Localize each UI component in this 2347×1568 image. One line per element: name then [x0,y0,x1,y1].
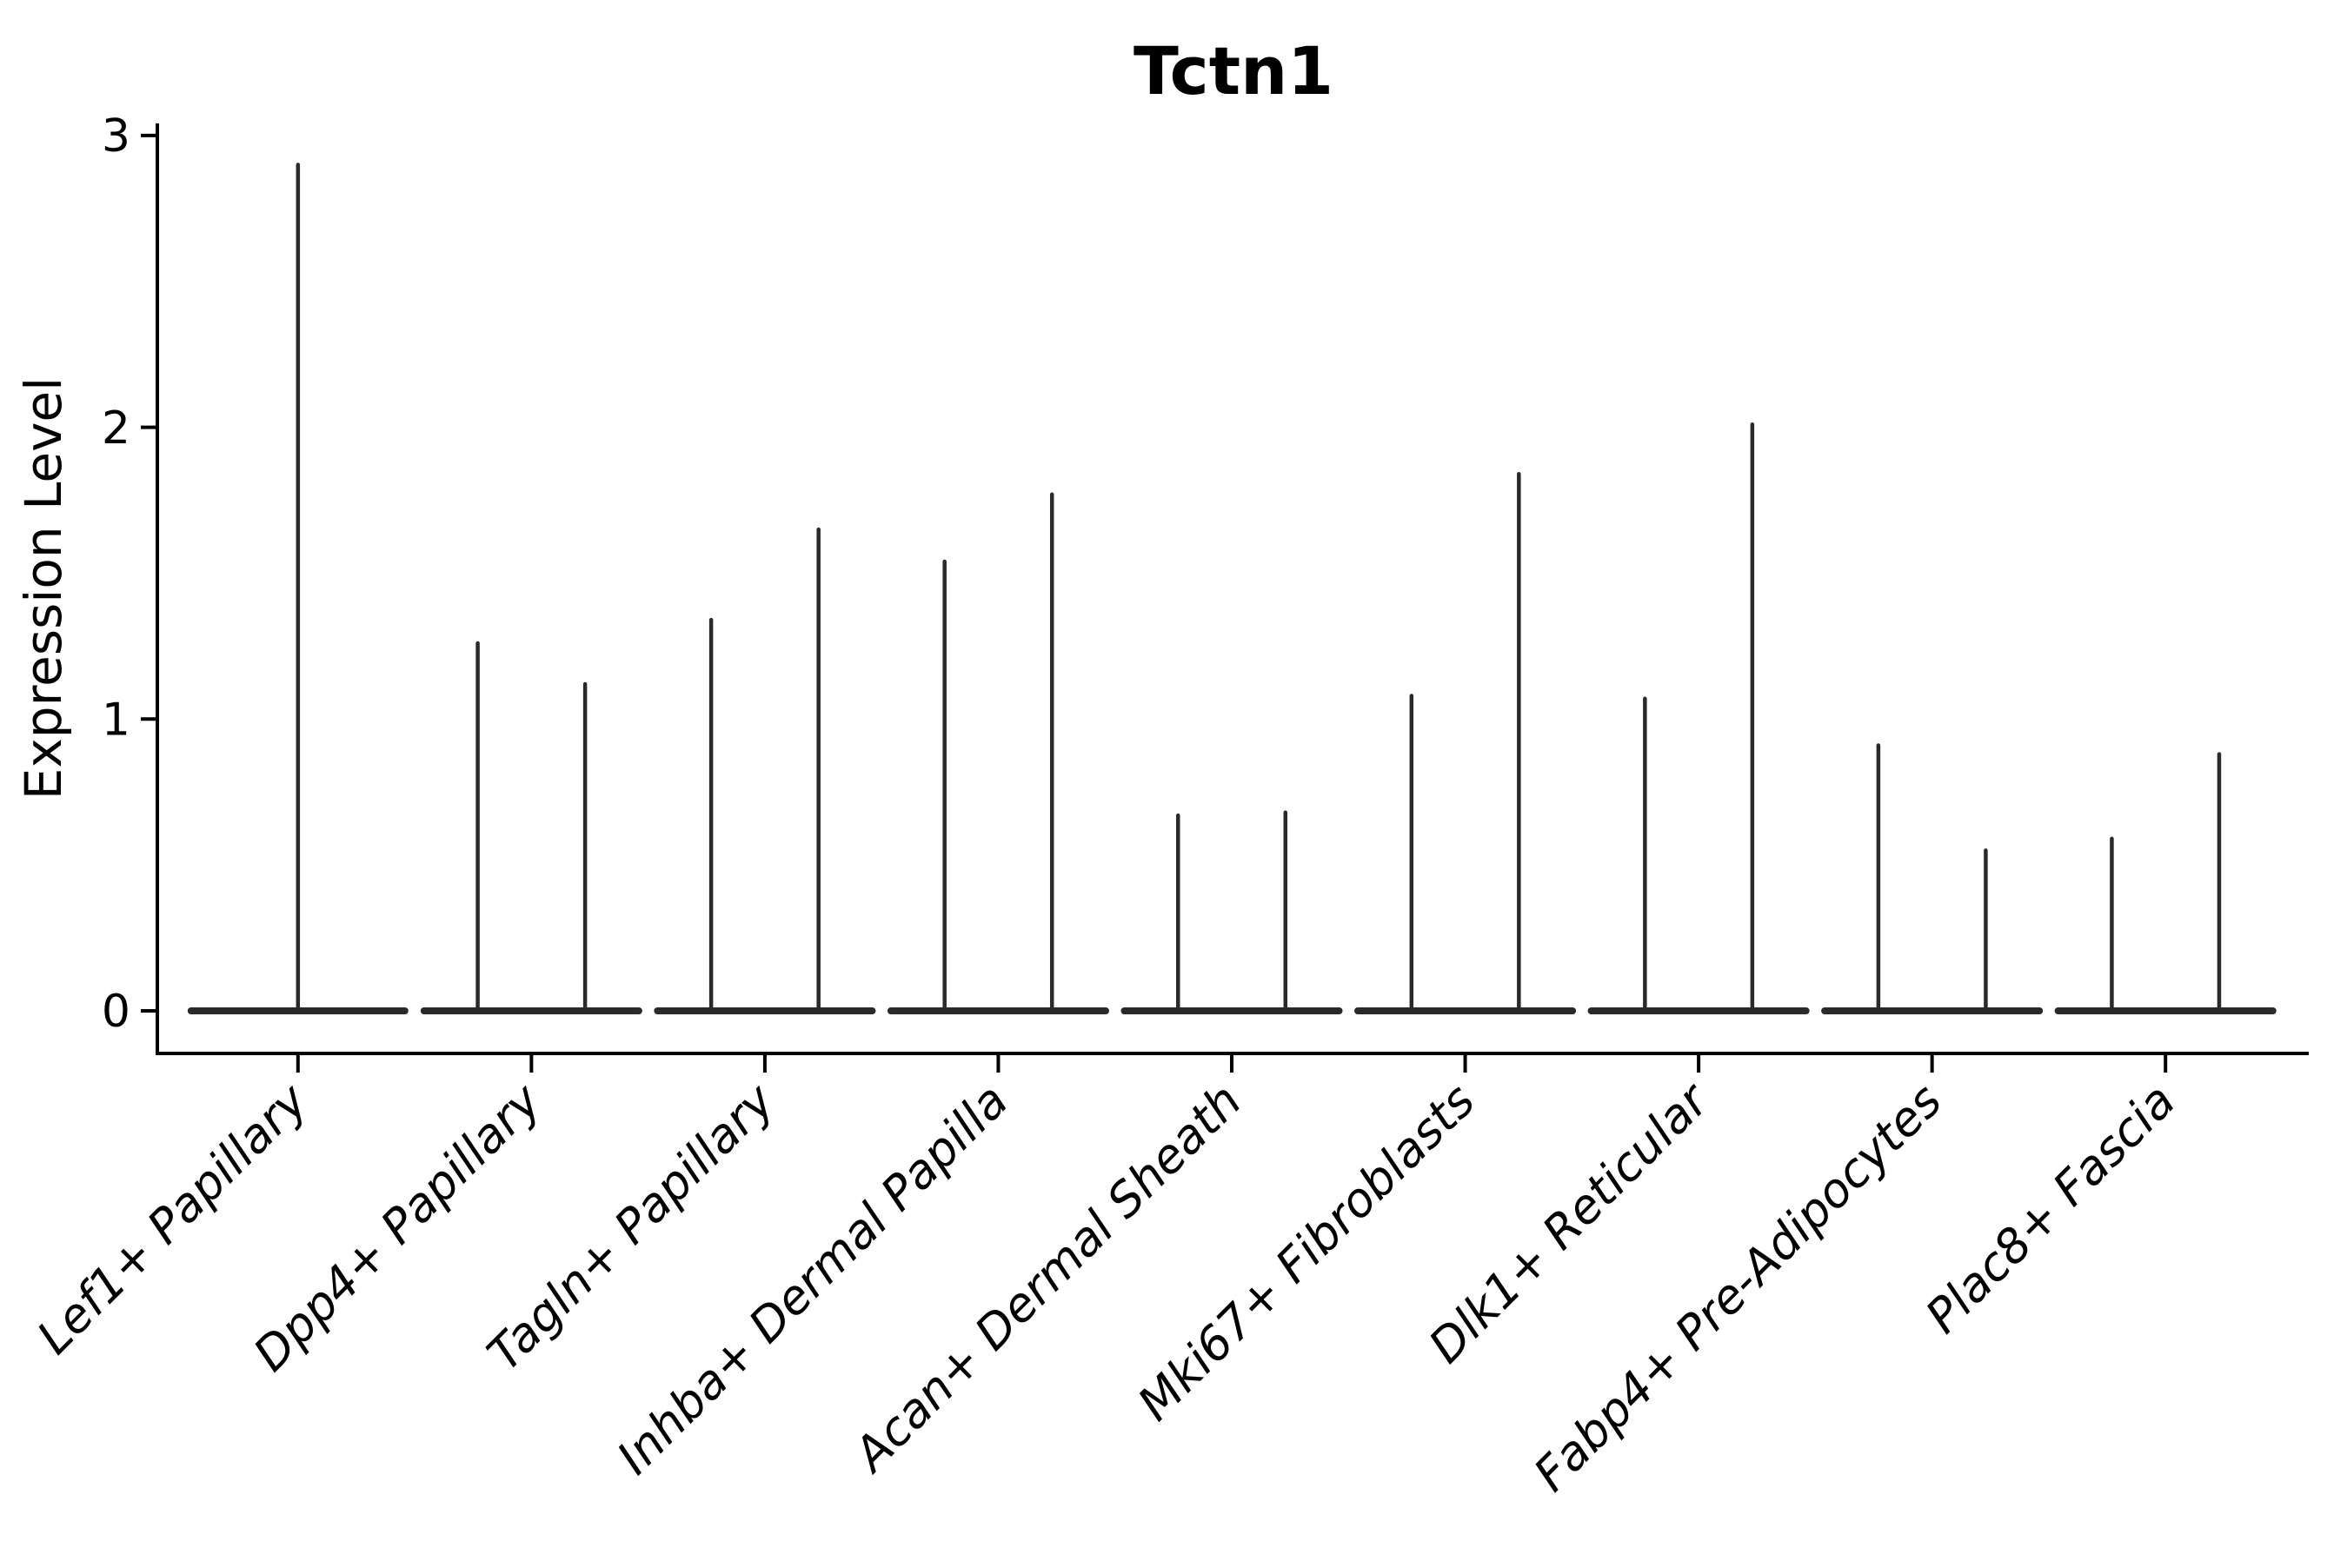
violin-cat2-group2 [528,681,642,1014]
y-tick-label: 0 [102,986,130,1038]
y-tick-label: 3 [102,110,130,163]
violin-cat1-group1 [187,163,409,1014]
violin-cat2-group1 [420,641,535,1014]
x-tick-label: Acan+ Dermal Sheath [841,1073,1252,1484]
x-tick-label: Fabp4+ Pre-Adipocytes [1524,1073,1952,1502]
violin-cat7-group1 [1587,696,1703,1014]
violin-cat5-group2 [1228,810,1343,1014]
y-tick-label: 1 [102,694,130,747]
violin-cat7-group2 [1695,422,1810,1014]
violin-cat3-group2 [761,527,876,1014]
violin-cat4-group2 [994,492,1109,1014]
violin-cat6-group2 [1461,472,1577,1014]
violin-cat8-group1 [1821,743,1936,1014]
chart-title: Tctn1 [1134,32,1333,110]
violin-cat8-group2 [1928,848,2044,1014]
violin-cat6-group1 [1354,694,1469,1014]
x-tick-label: Plac8+ Fascia [1915,1073,2185,1344]
y-tick-label: 2 [102,402,130,455]
violins-group [187,163,2277,1014]
violin-cat4-group1 [887,559,1002,1014]
y-axis-label: Expression Level [14,377,73,800]
violin-cat3-group1 [654,617,768,1014]
violin-cat5-group1 [1120,813,1235,1014]
violin-cat9-group2 [2162,752,2277,1014]
x-tick-label: Inhba+ Dermal Papilla [607,1073,1019,1485]
y-ticks-group: 0 1 2 3 [102,110,157,1038]
violin-cat9-group1 [2054,836,2170,1014]
